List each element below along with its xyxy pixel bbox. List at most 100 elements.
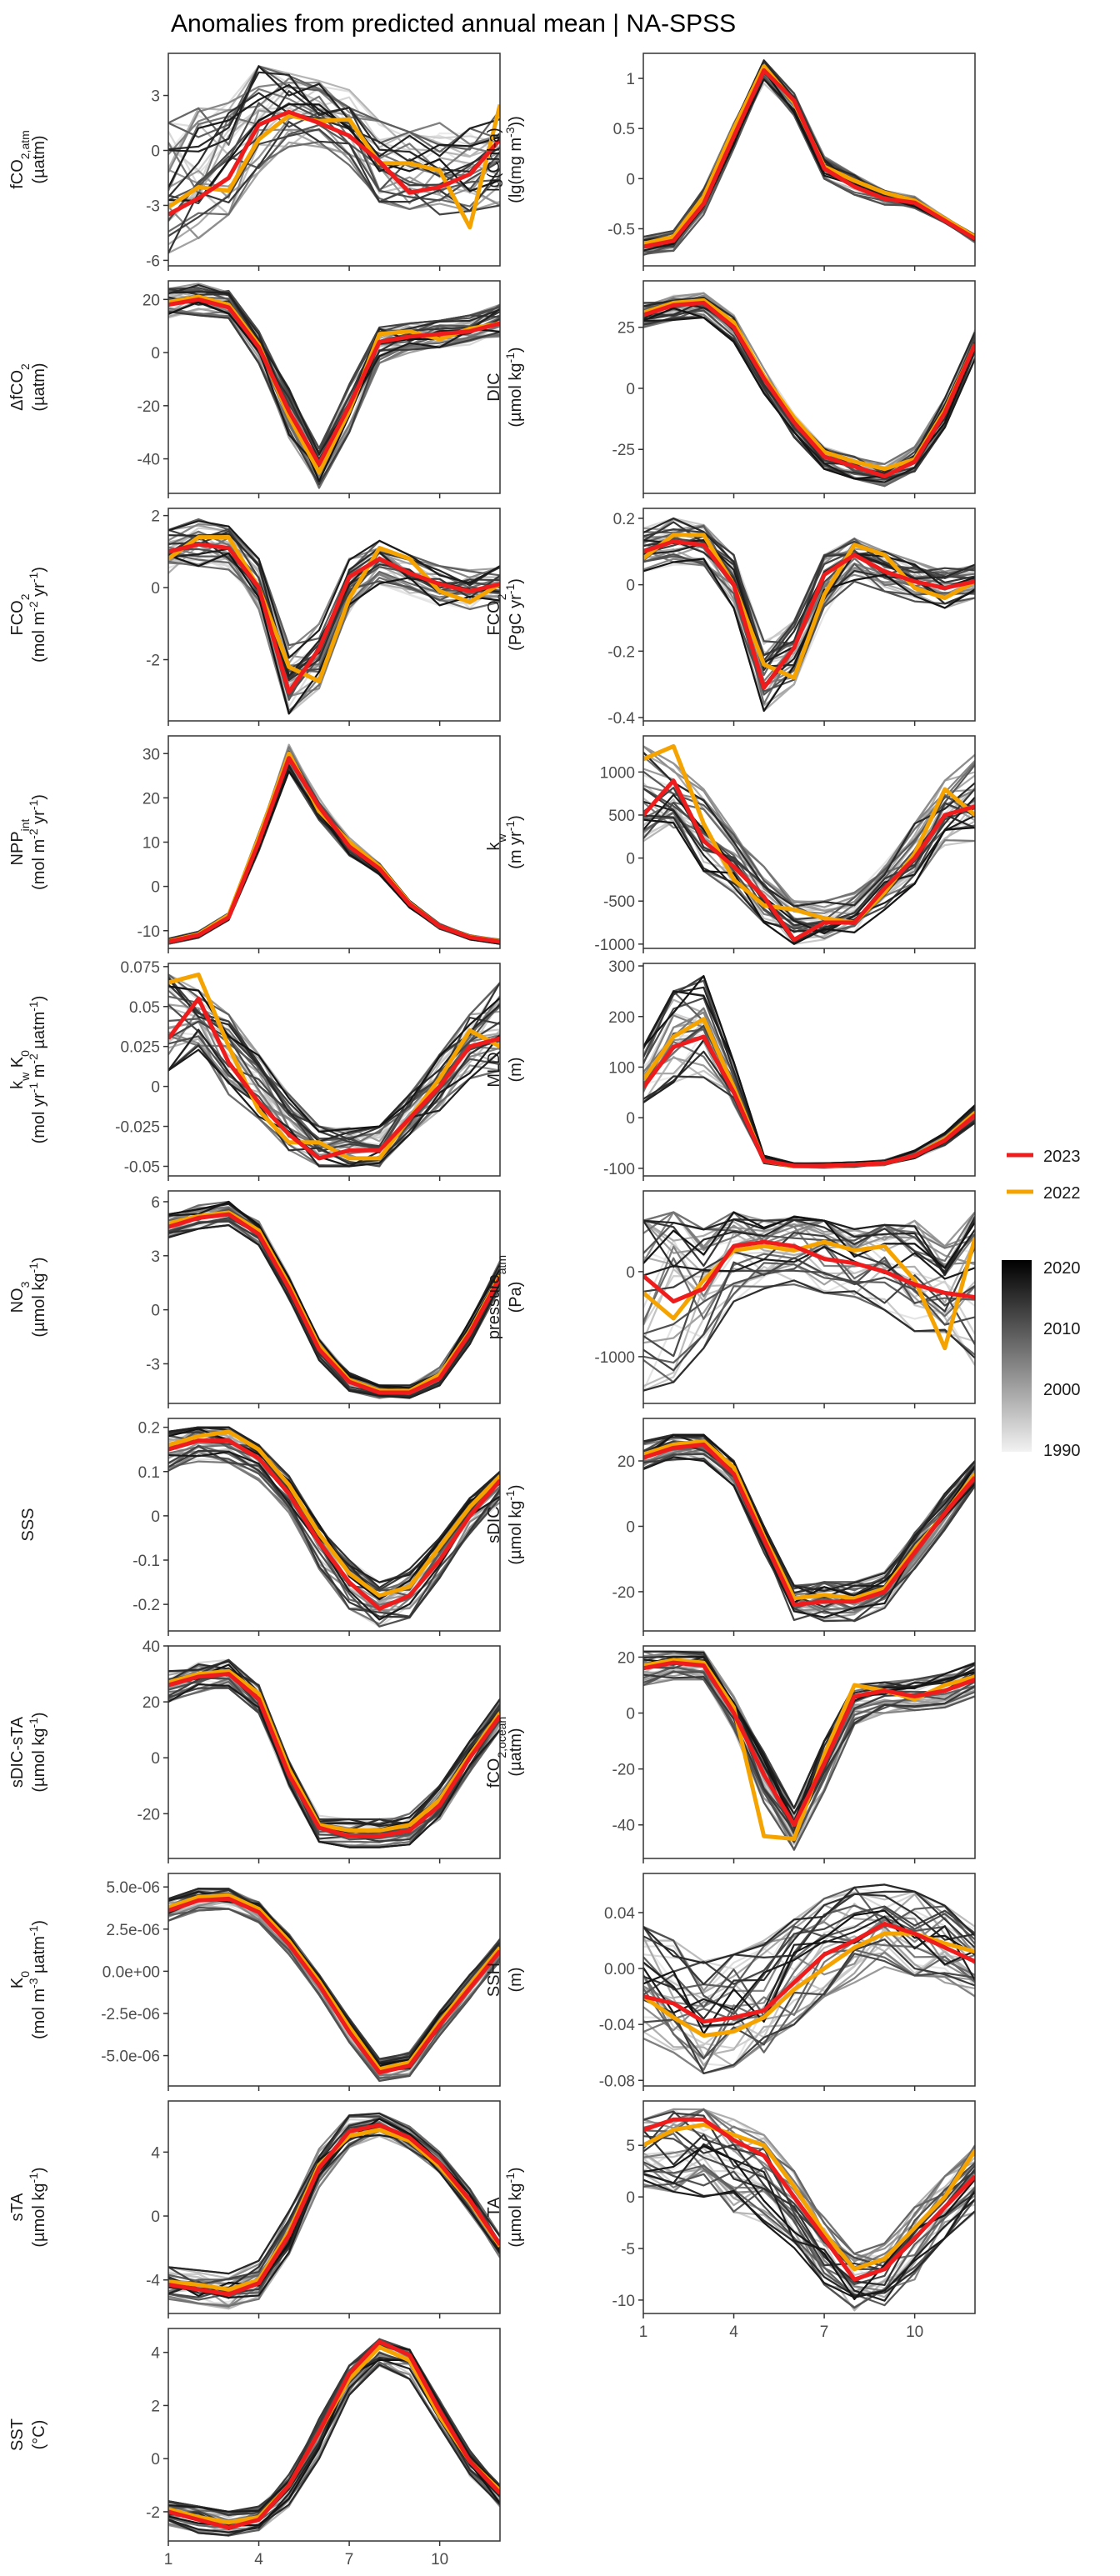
y-axis-label: lg(Chl-a) bbox=[485, 128, 503, 192]
history-series-line bbox=[643, 2108, 975, 2255]
x-tick-label: 7 bbox=[345, 2551, 354, 2568]
y-tick-label: 0.5 bbox=[613, 121, 635, 138]
panel-frame bbox=[168, 1190, 501, 1404]
y-tick-label: -40 bbox=[138, 452, 160, 469]
series-line-2022 bbox=[168, 1429, 500, 1598]
history-lines bbox=[643, 2108, 975, 2312]
y-tick-label: -2.5e-06 bbox=[101, 2006, 160, 2023]
y-tick-label: 20 bbox=[618, 1453, 635, 1471]
history-series-line bbox=[643, 2108, 975, 2263]
y-tick-label: -5.0e-06 bbox=[101, 2048, 160, 2066]
plot-area bbox=[643, 963, 975, 1176]
history-series-line bbox=[643, 1435, 975, 1593]
history-series-line bbox=[643, 2161, 975, 2309]
y-tick-label: 0.2 bbox=[613, 511, 635, 528]
y-tick-label: -4 bbox=[146, 2273, 160, 2290]
panel-fco2ocean: 20 0 -20 -40 fCO2,ocean(µatm) bbox=[485, 1645, 976, 1863]
y-tick-label: 0 bbox=[626, 1264, 635, 1282]
y-tick-label: 2 bbox=[151, 508, 160, 526]
y-tick-label: -0.5 bbox=[608, 221, 635, 238]
history-series-line bbox=[643, 779, 975, 927]
panel-frame bbox=[168, 1645, 501, 1859]
y-tick-label: 500 bbox=[608, 808, 635, 825]
y-tick-label: 0 bbox=[151, 580, 160, 598]
y-tick-label: -2 bbox=[146, 2504, 160, 2522]
history-series-line bbox=[643, 1218, 975, 1273]
plot-area bbox=[643, 53, 975, 266]
history-series-line bbox=[643, 2145, 975, 2300]
y-tick-label: 5 bbox=[626, 2138, 635, 2155]
history-series-line bbox=[168, 1034, 500, 1168]
history-series-line bbox=[643, 1257, 975, 1372]
y-tick-label: 25 bbox=[618, 320, 635, 338]
panel-frame bbox=[642, 963, 976, 1177]
y-tick-label: -3 bbox=[146, 198, 160, 215]
y-tick-label: -10 bbox=[612, 2293, 635, 2310]
y-axis-label: (µmol kg-1) bbox=[27, 1712, 48, 1792]
y-axis-label: (mol m-2 yr-1) bbox=[27, 794, 48, 890]
y-tick-label: 10 bbox=[142, 835, 160, 853]
history-series-line bbox=[643, 1211, 975, 1254]
panel-frame bbox=[168, 280, 501, 494]
history-series-line bbox=[168, 1450, 500, 1621]
page-title: Anomalies from predicted annual mean | N… bbox=[171, 10, 736, 38]
history-series-line bbox=[643, 558, 975, 713]
y-axis-label: kw K0 bbox=[8, 1050, 32, 1089]
panel-frame bbox=[642, 1418, 976, 1632]
history-series-line bbox=[168, 1660, 500, 1828]
y-tick-label: -0.2 bbox=[132, 1597, 160, 1614]
history-series-line bbox=[643, 752, 975, 908]
colorbar-tick-label: 2020 bbox=[1043, 1259, 1081, 1278]
y-tick-label: -100 bbox=[603, 1161, 635, 1178]
history-series-line bbox=[643, 2129, 975, 2286]
y-tick-label: 0 bbox=[626, 171, 635, 188]
colorbar-tick-label: 1990 bbox=[1043, 1442, 1081, 1460]
y-axis-label: FCO2 bbox=[8, 593, 32, 635]
y-tick-label: 1000 bbox=[600, 764, 635, 782]
history-series-line bbox=[168, 141, 500, 233]
history-series-line bbox=[168, 71, 500, 173]
y-axis-label: (µatm) bbox=[30, 135, 48, 183]
y-axis-label: (µatm) bbox=[30, 363, 48, 411]
y-tick-label: -0.05 bbox=[124, 1158, 160, 1176]
series-line-2023 bbox=[643, 1660, 975, 1828]
series-line-2023 bbox=[643, 68, 975, 249]
history-series-line bbox=[643, 1893, 975, 2020]
y-axis-label: (m) bbox=[507, 1058, 525, 1083]
y-axis-label: MLD bbox=[485, 1052, 503, 1087]
y-tick-label: -0.4 bbox=[608, 710, 635, 728]
history-series-line bbox=[643, 1245, 975, 1345]
panel-frame bbox=[642, 2100, 976, 2314]
history-series-line bbox=[168, 1028, 500, 1168]
history-series-line bbox=[168, 123, 500, 202]
y-axis-label: kw bbox=[485, 833, 508, 851]
history-series-line bbox=[168, 2340, 500, 2516]
y-axis-label: (mol m-2 yr-1) bbox=[27, 567, 48, 663]
history-series-line bbox=[168, 291, 500, 456]
y-axis-label: (°C) bbox=[30, 2420, 48, 2450]
history-series-line bbox=[643, 1890, 975, 1986]
panel-chla: 1 0.5 0 -0.5 lg(Chl-a) (lg(mg m-3)) bbox=[485, 53, 976, 271]
history-series-line bbox=[643, 1933, 975, 2067]
panel-no3: 6 3 0 -3 NO3(µmol kg-1) bbox=[8, 1190, 501, 1408]
y-tick-label: 0.075 bbox=[120, 959, 160, 977]
y-tick-label: 1 bbox=[626, 71, 635, 88]
history-series-line bbox=[643, 1925, 975, 2033]
history-series-line bbox=[643, 1893, 975, 1999]
history-series-line bbox=[168, 310, 500, 489]
history-series-line bbox=[168, 2133, 500, 2299]
y-tick-label: 3 bbox=[151, 1248, 160, 1266]
history-series-line bbox=[643, 1258, 975, 1392]
y-axis-label: TA bbox=[485, 2197, 503, 2218]
history-series-line bbox=[168, 560, 500, 713]
series-line-2023 bbox=[643, 1034, 975, 1168]
y-tick-label: -0.025 bbox=[115, 1119, 160, 1137]
y-axis-label: (µmol kg-1) bbox=[503, 347, 525, 427]
history-series-line bbox=[643, 316, 975, 483]
y-tick-label: -6 bbox=[146, 253, 160, 270]
y-tick-label: 6 bbox=[151, 1194, 160, 1212]
history-series-line bbox=[643, 1216, 975, 1277]
legend-label-2022: 2022 bbox=[1043, 1184, 1081, 1203]
series-line-2023 bbox=[168, 1438, 500, 1611]
y-tick-label: 200 bbox=[608, 1009, 635, 1027]
